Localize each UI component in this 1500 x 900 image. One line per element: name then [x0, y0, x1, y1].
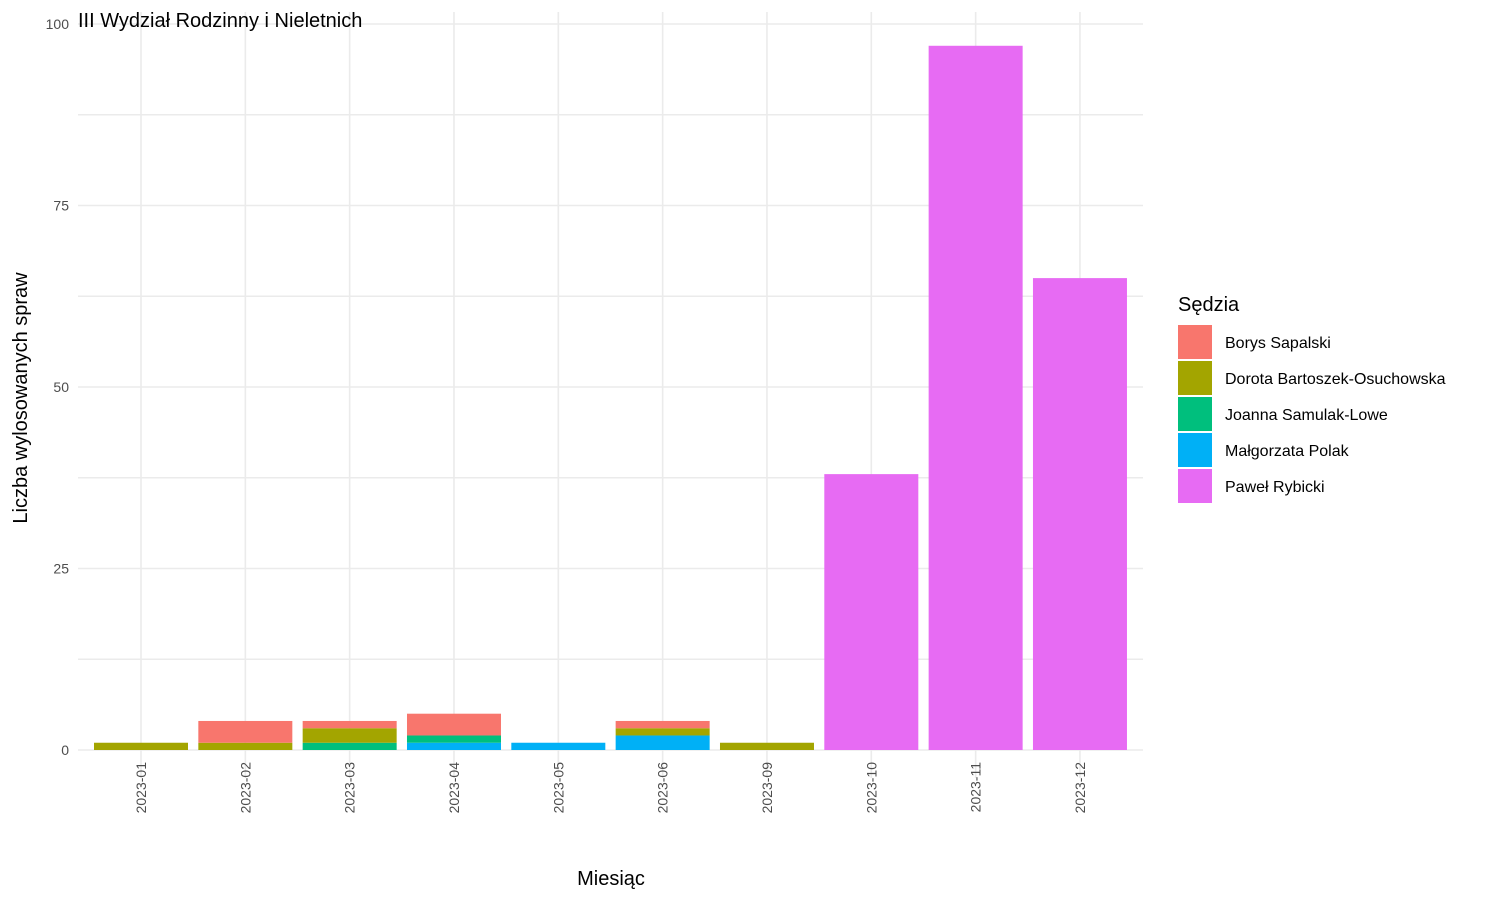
legend-swatch	[1178, 361, 1212, 395]
bar-segment	[511, 742, 606, 750]
y-axis-ticks: 0 25 50 75 100	[46, 16, 70, 758]
bar-segment	[302, 720, 397, 729]
bar-segment	[94, 742, 188, 750]
x-tick-label: 2023-12	[1072, 762, 1088, 814]
bar-segment	[406, 742, 501, 750]
bar-segment	[302, 742, 397, 750]
bar-segment	[615, 728, 710, 736]
y-tick-label: 25	[53, 561, 69, 577]
bar-segment	[824, 474, 919, 750]
bar-segment	[928, 45, 1023, 750]
bar-segment	[198, 720, 293, 743]
bar-segment	[1032, 278, 1127, 750]
x-tick-label: 2023-01	[133, 762, 149, 814]
y-tick-label: 50	[53, 379, 69, 395]
legend-swatch	[1178, 433, 1212, 467]
bar-segment	[719, 742, 814, 750]
x-axis-title: Miesiąc	[577, 868, 645, 890]
x-axis-ticks: 2023-01 2023-02 2023-03 2023-04 2023-05 2023-…	[133, 762, 1088, 814]
x-tick-label: 2023-05	[550, 762, 566, 814]
y-tick-label: 0	[61, 742, 69, 758]
legend: Sędzia Borys Sapalski Dorota Bartoszek-Os…	[1178, 294, 1446, 503]
legend-swatch	[1178, 325, 1212, 359]
bar-segment	[302, 728, 397, 743]
legend-label: Dorota Bartoszek-Osuchowska	[1225, 371, 1446, 388]
x-tick-label: 2023-02	[237, 762, 253, 814]
bar-segment	[406, 735, 501, 743]
legend-title: Sędzia	[1178, 294, 1240, 316]
bar-segment	[406, 713, 501, 736]
x-tick-label: 2023-09	[759, 762, 775, 814]
x-tick-label: 2023-03	[342, 762, 358, 814]
legend-label: Borys Sapalski	[1225, 335, 1331, 352]
x-tick-label: 2023-11	[968, 762, 984, 813]
bars	[94, 45, 1127, 750]
y-tick-label: 75	[53, 198, 69, 214]
bar-segment	[615, 720, 710, 729]
x-tick-label: 2023-10	[863, 762, 879, 814]
y-tick-label: 100	[46, 16, 70, 32]
legend-label: Małgorzata Polak	[1225, 443, 1350, 460]
x-tick-label: 2023-04	[446, 762, 462, 814]
x-tick-label: 2023-06	[655, 762, 671, 814]
bar-segment	[198, 742, 293, 750]
bar-segment	[615, 735, 710, 750]
legend-label: Joanna Samulak-Lowe	[1225, 407, 1388, 424]
legend-swatch	[1178, 397, 1212, 431]
legend-label: Paweł Rybicki	[1225, 479, 1325, 496]
chart-title: III Wydział Rodzinny i Nieletnich	[78, 10, 362, 32]
legend-swatch	[1178, 469, 1212, 503]
y-axis-title: Liczba wylosowanych spraw	[10, 272, 32, 524]
